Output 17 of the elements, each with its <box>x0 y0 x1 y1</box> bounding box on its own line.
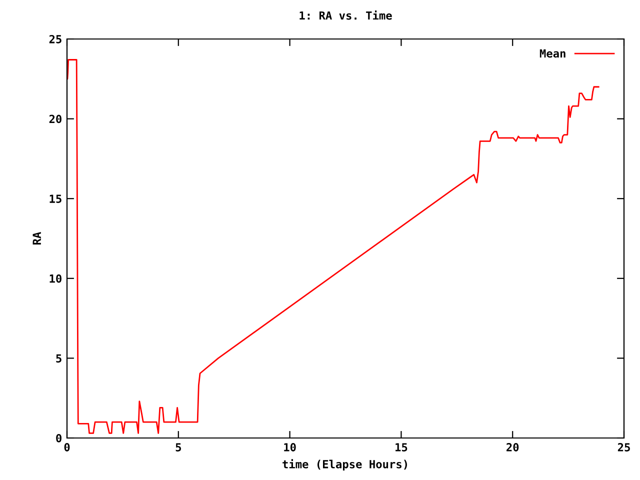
y-tick-label: 5 <box>56 354 62 363</box>
x-tick-label: 15 <box>396 443 408 452</box>
line-series <box>67 59 600 434</box>
y-tick-label: 15 <box>50 194 62 203</box>
chart-title: 1: RA vs. Time <box>300 10 392 20</box>
x-tick-label: 0 <box>64 443 70 452</box>
x-tick-label: 10 <box>284 443 296 452</box>
y-tick-label: 25 <box>49 34 62 44</box>
x-tick-label: 5 <box>176 443 181 452</box>
x-axis-title: time (Elapse Hours) <box>282 459 407 471</box>
x-tick-label: 25 <box>618 443 630 452</box>
x-tick-label: 20 <box>506 443 519 452</box>
y-tick-label: 20 <box>49 114 62 124</box>
legend-label: Mean <box>540 49 566 58</box>
y-axis-title: RA <box>32 232 41 244</box>
y-tick-label: 0 <box>56 434 62 442</box>
y-tick-label: 10 <box>50 274 62 283</box>
